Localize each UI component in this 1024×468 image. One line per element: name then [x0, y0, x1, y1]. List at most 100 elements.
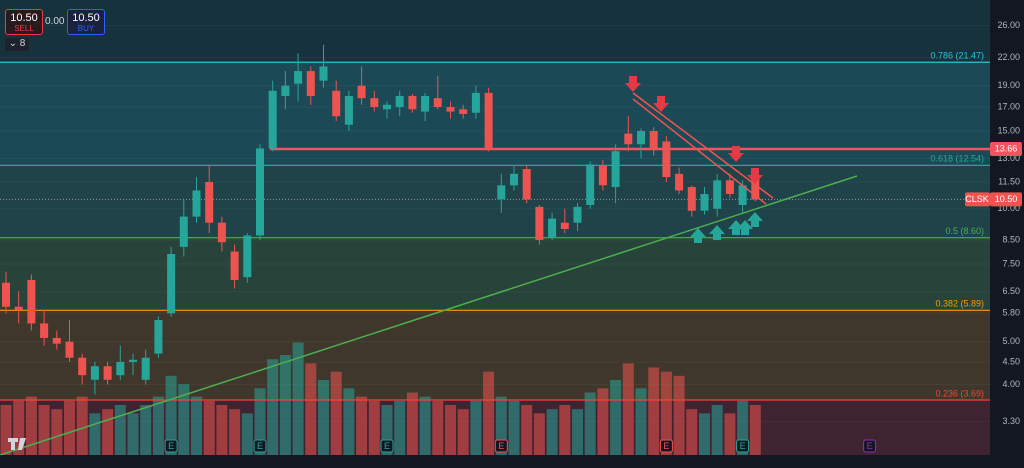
- candle-body: [243, 235, 252, 278]
- candle-body: [725, 180, 734, 195]
- volume-bar: [622, 363, 634, 455]
- volume-bar: [749, 405, 761, 455]
- symbol-tag: [965, 192, 990, 207]
- candle-body: [497, 185, 506, 200]
- candle-body: [306, 71, 315, 97]
- candle-body: [713, 180, 722, 209]
- volume-bar: [737, 400, 749, 455]
- sell-price: 10.50: [10, 12, 38, 24]
- volume-bar: [660, 371, 672, 455]
- y-tick-label: 5.00: [1002, 336, 1020, 346]
- candle-body: [116, 361, 125, 376]
- y-tick-label: 4.00: [1002, 379, 1020, 389]
- candle-body: [65, 341, 74, 358]
- spread: 0.00: [45, 16, 65, 27]
- y-tick-label: 13.00: [997, 153, 1020, 163]
- event-label: E: [663, 441, 669, 451]
- candle-body: [662, 141, 671, 178]
- candle-body: [281, 85, 290, 97]
- buy-button[interactable]: 10.50 BUY: [67, 9, 105, 35]
- symbol-label: CLSK: [965, 194, 989, 204]
- volume-bar: [64, 400, 75, 455]
- candle-body: [611, 151, 620, 188]
- volume-bar: [76, 396, 88, 455]
- event-marker: [494, 439, 508, 453]
- volume-bar: [584, 392, 596, 455]
- y-tick-label: 5.80: [1002, 308, 1020, 318]
- volume-bar: [140, 405, 152, 455]
- volume-bar: [267, 359, 279, 455]
- volume-bar: [229, 409, 241, 455]
- candle-body: [751, 177, 760, 200]
- y-tick-label: 8.50: [1002, 234, 1020, 244]
- buy-price: 10.50: [72, 12, 100, 24]
- candle-body: [421, 96, 430, 112]
- volume-bar: [495, 396, 507, 455]
- candle-body: [129, 359, 137, 362]
- event-marker: [863, 439, 877, 453]
- volume-bar: [127, 413, 139, 455]
- candle-body: [446, 107, 455, 112]
- candle-body: [27, 279, 36, 324]
- volume-bar: [330, 371, 342, 455]
- volume-bar: [699, 413, 710, 455]
- volume-bar: [254, 388, 266, 455]
- volume-bar: [432, 400, 444, 455]
- volume-bar: [445, 405, 456, 455]
- candle-body: [294, 71, 303, 84]
- candle-body: [256, 148, 264, 236]
- volume-bar: [673, 375, 685, 455]
- candle-body: [624, 133, 633, 145]
- volume-bar: [25, 396, 37, 455]
- candle-body: [560, 222, 569, 229]
- fib-zone: [0, 165, 990, 238]
- volume-bar: [279, 355, 291, 455]
- buy-label: BUY: [77, 24, 95, 33]
- event-marker: [380, 439, 394, 453]
- volume-bar: [546, 409, 558, 455]
- volume-bar: [165, 375, 177, 455]
- candle-body: [78, 357, 87, 376]
- y-tick-label: 7.50: [1002, 258, 1020, 268]
- volume-bar: [89, 413, 101, 455]
- volume-bar: [216, 405, 228, 455]
- trend-line: [0, 175, 858, 456]
- candle-body: [395, 96, 404, 108]
- candle-body: [383, 104, 391, 110]
- volume-bar: [292, 342, 304, 455]
- fib-label: 0.618 (12.54): [930, 154, 984, 164]
- up-arrows: [690, 212, 763, 243]
- fib-label: 0.236 (3.69): [935, 388, 984, 398]
- candle-body: [2, 282, 10, 307]
- volume-bar: [724, 413, 736, 455]
- candle-body: [433, 98, 442, 108]
- candle-body: [154, 319, 163, 354]
- volume-bar: [597, 388, 609, 455]
- y-tick-label: 4.50: [1002, 356, 1020, 366]
- event-marker: [736, 439, 750, 453]
- candle-body: [637, 131, 645, 145]
- candle-body: [598, 165, 607, 186]
- y-tick-label: 10.00: [997, 203, 1020, 213]
- candle-body: [700, 194, 709, 211]
- interval-toggle[interactable]: ⌄ 8: [5, 38, 29, 51]
- last-price-tag: [990, 192, 1022, 207]
- fib-label: 0.786 (21.47): [930, 51, 984, 61]
- candle-body: [268, 90, 277, 149]
- price-axis: [990, 0, 1024, 468]
- time-axis: [0, 455, 990, 468]
- volume-bar: [0, 405, 12, 455]
- candle-body: [103, 366, 112, 380]
- candle-body: [40, 323, 49, 338]
- fib-zone: [0, 310, 990, 400]
- logo: [8, 438, 26, 450]
- candle-body: [738, 185, 747, 205]
- candle-body: [408, 96, 417, 110]
- volume-bar: [457, 409, 469, 455]
- volume-bar: [406, 392, 418, 455]
- sell-button[interactable]: 10.50 SELL: [5, 9, 43, 35]
- event-marker: [253, 439, 267, 453]
- y-tick-label: 17.00: [997, 101, 1020, 111]
- event-label: E: [867, 441, 873, 451]
